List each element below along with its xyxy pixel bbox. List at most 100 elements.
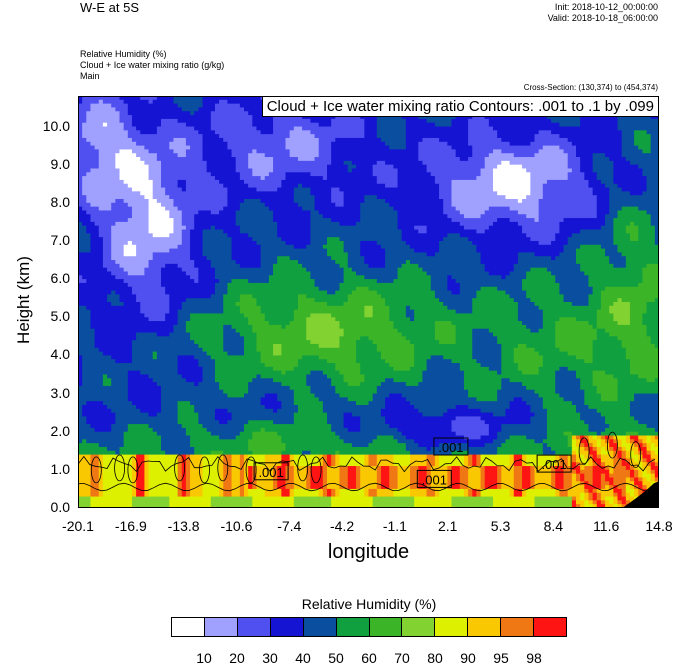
humidity-cell [223,336,245,341]
humidity-cell [484,469,498,475]
humidity-cell [621,488,627,494]
humidity-cell [306,378,332,383]
humidity-cell [555,462,560,467]
humidity-cell [219,473,224,479]
humidity-cell [447,469,453,475]
humidity-cell [422,160,486,166]
humidity-cell [513,488,523,494]
humidity-cell [600,305,610,311]
humidity-cell [127,134,204,139]
humidity-cell [584,454,590,459]
humidity-cell [629,363,659,368]
humidity-cell [472,145,544,150]
humidity-cell [625,260,659,265]
humidity-cell [472,340,498,345]
humidity-cell [177,153,187,158]
humidity-cell [530,298,565,303]
humidity-cell [621,206,639,212]
humidity-cell [277,393,295,398]
humidity-cell [244,107,270,112]
humidity-cell [451,118,469,124]
humidity-cell [248,420,274,425]
humidity-cell [239,305,262,311]
humidity-cell [629,439,635,444]
humidity-cell [78,313,92,318]
y-tick-label: 0.0 [50,499,70,515]
humidity-cell [219,454,224,459]
humidity-cell [501,427,548,433]
humidity-cell [339,263,349,269]
humidity-cell [185,179,220,185]
humidity-cell [202,473,220,479]
humidity-cell [526,233,556,238]
humidity-cell [497,431,548,437]
humidity-cell [90,103,112,109]
humidity-cell [210,504,253,508]
humidity-cell [123,439,162,444]
humidity-cell [480,492,511,498]
humidity-cell [617,389,659,395]
humidity-cell [401,229,419,234]
humidity-cell [405,336,436,341]
humidity-cell [223,332,241,337]
humidity-cell [78,275,83,280]
humidity-cell [646,378,656,383]
humidity-cell [600,439,606,444]
humidity-cell [542,145,560,150]
terrain [622,481,659,508]
humidity-cell [476,359,502,364]
contour-blob [90,456,102,484]
humidity-cell [497,466,502,471]
humidity-cell [231,256,262,261]
humidity-cell [161,271,187,276]
humidity-cell [393,279,432,284]
humidity-cell [634,137,652,143]
humidity-cell [364,492,370,498]
humidity-cell [148,458,179,463]
humidity-cell [252,496,295,501]
humidity-cell [206,168,237,173]
humidity-cell [621,443,631,448]
humidity-cell [501,473,515,479]
humidity-cell [214,282,228,288]
humidity-cell [434,328,457,334]
humidity-cell [650,115,659,120]
humidity-cell [605,496,614,501]
humidity-cell [219,210,237,215]
humidity-cell [426,477,432,482]
humidity-cell [127,378,154,383]
humidity-cell [78,206,83,212]
humidity-cell [90,462,100,467]
humidity-cell [161,443,191,448]
contour-label-text: .001 [422,472,447,487]
humidity-cell [642,454,652,459]
humidity-cell [181,267,199,273]
humidity-cell [107,446,121,452]
humidity-cell [351,443,370,448]
humidity-cell [260,309,295,315]
humidity-cell [472,153,490,158]
humidity-cell [389,466,399,471]
humidity-cell [119,168,150,173]
humidity-cell [281,405,299,410]
humidity-cell [376,240,407,246]
humidity-cell [555,466,565,471]
humidity-cell [198,420,220,425]
humidity-cell [455,153,473,158]
humidity-cell [231,149,253,154]
humidity-cell [418,408,448,414]
humidity-cell [82,221,96,227]
humidity-cell [347,477,357,482]
humidity-cell [376,118,407,124]
humidity-cell [513,359,544,364]
humidity-cell [181,233,191,238]
humidity-cell [94,221,116,227]
humidity-cell [239,294,253,299]
humidity-cell [161,179,179,185]
humidity-cell [443,355,473,360]
humidity-cell [169,214,183,219]
humidity-cell [625,229,639,234]
humidity-cell [82,122,104,128]
humidity-cell [497,370,502,376]
humidity-cell [169,309,179,315]
